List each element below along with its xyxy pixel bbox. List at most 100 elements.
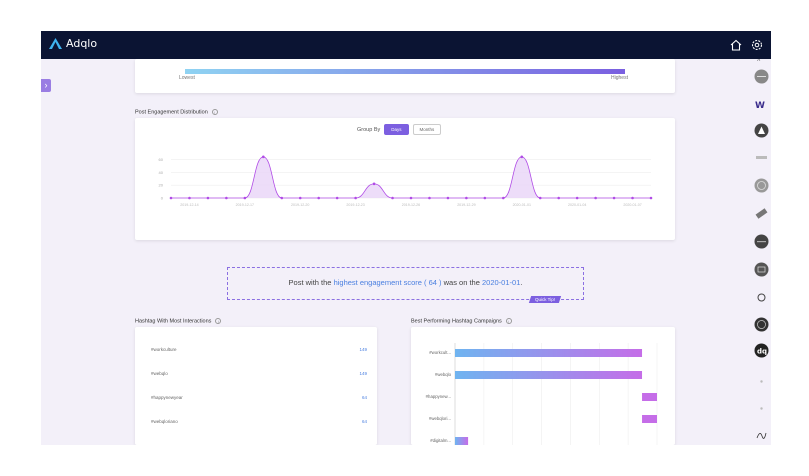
svg-text:dq: dq	[757, 347, 767, 355]
data-point[interactable]	[557, 196, 560, 200]
gear-icon[interactable]	[750, 38, 764, 52]
data-point[interactable]	[594, 196, 597, 200]
hashtag-name: #webqloriano	[151, 419, 178, 424]
hashtag-card: #workculture 149 #webqlo 149 #happynewyear…	[135, 327, 377, 445]
sidebar-expand-button[interactable]: ›	[41, 79, 51, 92]
data-point[interactable]	[391, 196, 394, 200]
bar[interactable]	[642, 415, 657, 423]
group-by-control: Group By Days Months	[357, 124, 442, 135]
campaigns-bar-chart: #workcult... #webqlo #happynew... #webqlori…	[426, 343, 658, 445]
data-point[interactable]	[262, 155, 265, 159]
adqlo-logo-icon	[49, 38, 62, 49]
x-tick-label: 2019-12-14	[180, 203, 198, 207]
info-icon[interactable]: i	[505, 318, 512, 324]
engagement-card: Group By Days Months 60 40 20 0 2019-12-14 20…	[135, 118, 675, 240]
engagement-title-text: Post Engagement Distribution	[135, 109, 208, 116]
x-tick-label: 2019-12-23	[346, 203, 364, 207]
hashtag-name: #happynewyear	[151, 395, 183, 400]
top-navbar: Adqlo	[41, 31, 771, 59]
campaigns-card: #workcult... #webqlo #happynew... #webqlori…	[411, 327, 675, 445]
campaigns-section-title: Best Performing Hashtag Campaigns i	[411, 318, 512, 324]
tag-logo-icon[interactable]	[753, 205, 769, 221]
quick-tip-label: Quick Tip!	[535, 297, 556, 302]
data-point[interactable]	[575, 196, 579, 200]
data-point[interactable]	[169, 196, 173, 200]
x-tick-label: 2020-01-04	[568, 203, 586, 207]
y-tick-label: 0	[161, 196, 164, 201]
data-point[interactable]	[243, 196, 247, 200]
hashtag-title-text: Hashtag With Most Interactions	[135, 318, 212, 325]
x-tick-label: 2019-12-26	[402, 203, 420, 207]
hashtag-name: #webqlo	[151, 371, 168, 376]
grid-logo-icon[interactable]	[753, 261, 769, 277]
bar[interactable]	[642, 393, 657, 401]
data-point[interactable]	[538, 196, 542, 200]
data-point[interactable]	[225, 196, 228, 200]
scroll-up-icon[interactable]: ˄	[757, 59, 761, 64]
data-point[interactable]	[502, 196, 505, 200]
triangle-logo-icon[interactable]	[753, 122, 769, 138]
dollar-logo-icon[interactable]	[753, 289, 769, 305]
y-tick-label: 60	[159, 157, 164, 162]
dot-icon[interactable]	[753, 373, 769, 389]
bar-label: #happynew...	[426, 394, 451, 399]
brand[interactable]: Adqlo	[49, 37, 97, 50]
hashtag-count: 64	[361, 419, 367, 424]
hashtag-section-title: Hashtag With Most Interactions i	[135, 318, 222, 325]
w-logo-icon[interactable]: W	[753, 96, 769, 112]
gradient-legend-bar	[185, 69, 625, 74]
x-tick-label: 2019-12-29	[457, 203, 475, 207]
bar-label: #digitalm...	[430, 438, 451, 443]
home-icon[interactable]	[729, 38, 743, 52]
data-point[interactable]	[372, 182, 376, 186]
months-button[interactable]: Months	[412, 124, 442, 135]
info-icon[interactable]: i	[215, 318, 222, 324]
circle-logo-icon[interactable]	[753, 68, 769, 84]
signature-icon[interactable]	[753, 426, 769, 442]
bar[interactable]	[455, 349, 643, 357]
dot-icon[interactable]	[753, 400, 769, 416]
hashtag-count: 64	[361, 395, 367, 400]
days-button[interactable]: Days	[384, 124, 409, 135]
svg-text:W: W	[755, 101, 765, 111]
hashtag-name: #workculture	[151, 347, 177, 352]
bar[interactable]	[455, 371, 643, 379]
x-tick-label: 2020-01-07	[623, 203, 641, 207]
bar[interactable]	[455, 437, 469, 445]
x-tick-label: 2020-01-01	[513, 203, 531, 207]
dq-logo-icon[interactable]: dq	[753, 342, 769, 358]
app-name: Adqlo	[66, 37, 98, 50]
series-area	[171, 156, 651, 198]
data-point[interactable]	[483, 196, 487, 200]
dashboard-canvas: › Lowest Highest Post Engagement Distrib…	[41, 59, 771, 445]
x-tick-label: 2019-12-20	[291, 203, 309, 207]
x-tick-label: 2019-12-17	[236, 203, 254, 207]
globe-logo-icon[interactable]	[753, 177, 769, 193]
data-point[interactable]	[649, 196, 653, 200]
badge-logo-icon[interactable]	[753, 316, 769, 332]
tip-middle: was on the	[441, 278, 482, 287]
data-point[interactable]	[298, 196, 302, 200]
data-point[interactable]	[317, 196, 320, 200]
series-line	[170, 156, 651, 199]
legend-low-label: Lowest	[179, 75, 195, 81]
data-point[interactable]	[335, 196, 339, 200]
engagement-section-title: Post Engagement Distribution i	[135, 109, 218, 115]
pill-logo-icon[interactable]	[753, 233, 769, 249]
data-point[interactable]	[465, 196, 468, 200]
data-point[interactable]	[280, 196, 284, 200]
data-point[interactable]	[612, 196, 616, 200]
data-point[interactable]	[428, 196, 431, 200]
bar-label: #workcult...	[429, 350, 451, 355]
barcode-logo-icon[interactable]	[753, 149, 769, 165]
data-point[interactable]	[520, 155, 524, 159]
data-point[interactable]	[188, 196, 191, 200]
tip-suffix: .	[520, 278, 523, 287]
data-point[interactable]	[409, 196, 413, 200]
data-point[interactable]	[446, 196, 450, 200]
data-point[interactable]	[631, 196, 634, 200]
data-point[interactable]	[354, 196, 357, 200]
y-tick-label: 40	[159, 170, 164, 175]
data-point[interactable]	[206, 196, 210, 200]
info-icon[interactable]: i	[211, 109, 218, 115]
